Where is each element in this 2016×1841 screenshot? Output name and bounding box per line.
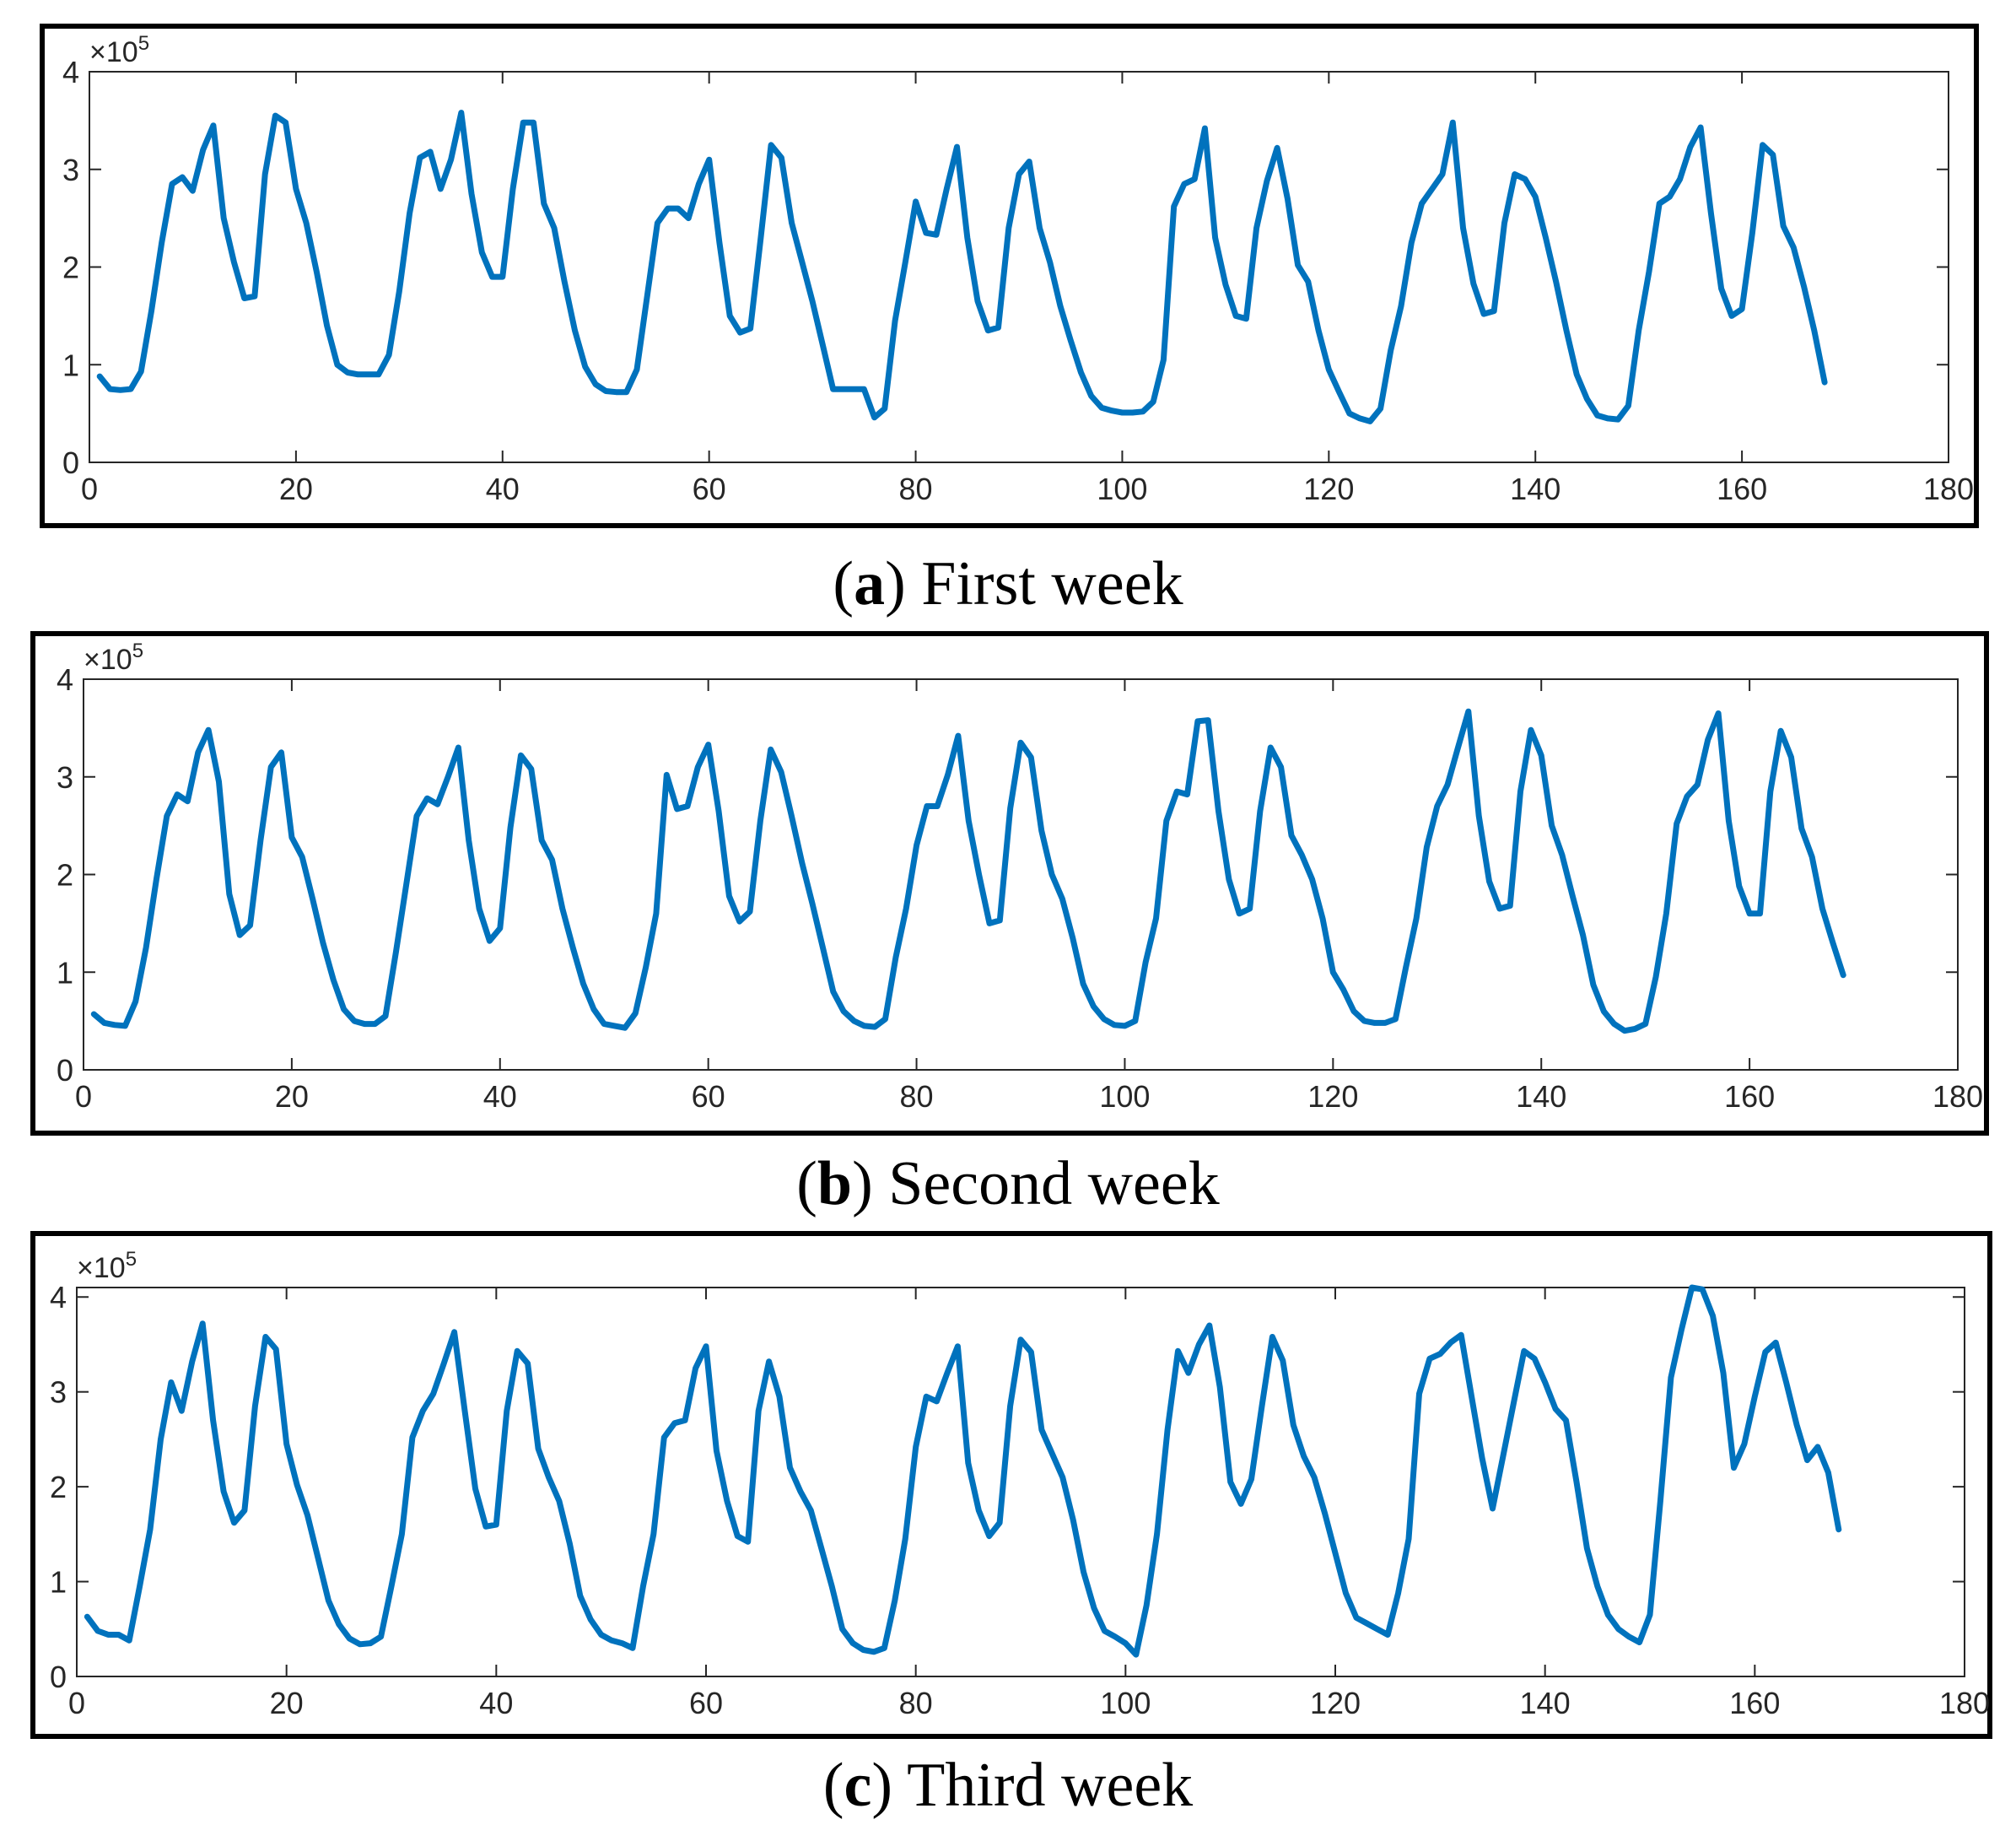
- y-tick-label: 4: [57, 662, 73, 697]
- x-tick-label: 140: [1520, 1686, 1571, 1720]
- y-tick-label: 2: [50, 1470, 67, 1504]
- plot-frame: [76, 1287, 1965, 1677]
- x-tick-label: 20: [270, 1686, 304, 1720]
- chart-panel-a: 0 20 40 60 80 100 120 140 160 180 0 1 2 3 4 ×105: [40, 24, 1979, 528]
- x-tick-label: 180: [1923, 472, 1974, 506]
- x-tick-label: 60: [692, 1079, 725, 1114]
- x-tick-label: 40: [479, 1686, 513, 1720]
- x-tick-label: 40: [483, 1079, 517, 1114]
- x-tick-label: 60: [693, 472, 726, 506]
- y-tick-label: 1: [57, 955, 73, 990]
- x-tick-label: 80: [899, 1686, 933, 1720]
- series-line-week1: [96, 110, 1828, 424]
- caption-b: (b) Second week: [796, 1149, 1220, 1218]
- x-tick-label: 140: [1516, 1079, 1566, 1114]
- x-tick-label: 180: [1932, 1079, 1983, 1114]
- y-tick-label: 3: [62, 153, 79, 187]
- y-tick-label: 0: [57, 1053, 73, 1088]
- x-tick-label: 100: [1100, 1686, 1151, 1720]
- caption-a: (a) First week: [833, 549, 1183, 618]
- chart-c: 0 20 40 60 80 100 120 140 160 180 0 1 2 3 4 ×105: [50, 1248, 1990, 1720]
- y-tick-label: 0: [50, 1660, 67, 1694]
- y-tick-label: 0: [62, 445, 79, 480]
- x-tick-label: 40: [486, 472, 520, 506]
- x-tick-label: 140: [1510, 472, 1561, 506]
- chart-b: 0 20 40 60 80 100 120 140 160 180 0 1 2 3 4 ×105: [57, 640, 1983, 1114]
- caption-a-letter: a: [854, 549, 886, 618]
- x-tick-label: 20: [279, 472, 313, 506]
- caption-c: (c) Third week: [822, 1751, 1194, 1820]
- x-tick-label: 120: [1307, 1079, 1358, 1114]
- x-tick-label: 60: [689, 1686, 723, 1720]
- y-tick-label: 3: [57, 760, 73, 795]
- x-tick-label: 180: [1939, 1686, 1990, 1720]
- y-tick-label: 3: [50, 1375, 67, 1410]
- y-axis-multiplier: ×105: [84, 640, 143, 676]
- caption-c-letter: c: [844, 1751, 872, 1820]
- x-tick-label: 120: [1310, 1686, 1361, 1720]
- x-tick-label: 160: [1724, 1079, 1775, 1114]
- x-tick-label: 120: [1303, 472, 1354, 506]
- chart-panel-c: 0 20 40 60 80 100 120 140 160 180 0 1 2 3 4 ×105: [30, 1231, 1992, 1739]
- caption-b-text: Second week: [888, 1149, 1220, 1218]
- y-tick-label: 1: [62, 348, 79, 382]
- x-tick-label: 20: [275, 1079, 309, 1114]
- chart-a: 0 20 40 60 80 100 120 140 160 180 0 1 2 3 4 ×105: [62, 32, 1974, 506]
- x-tick-label: 100: [1099, 1079, 1150, 1114]
- y-tick-label: 2: [57, 858, 73, 893]
- x-tick-label: 80: [900, 1079, 934, 1114]
- y-axis-multiplier: ×105: [89, 32, 149, 68]
- y-tick-label: 4: [62, 55, 79, 89]
- caption-c-text: Third week: [907, 1751, 1194, 1820]
- x-tick-label: 160: [1729, 1686, 1780, 1720]
- y-tick-label: 2: [62, 251, 79, 285]
- series-line-week3: [84, 1284, 1842, 1658]
- x-tick-label: 0: [81, 472, 98, 506]
- plot-frame: [83, 678, 1959, 1071]
- plot-frame: [89, 71, 1949, 463]
- y-tick-label: 4: [50, 1280, 67, 1315]
- x-tick-label: 160: [1717, 472, 1767, 506]
- x-tick-label: 100: [1097, 472, 1147, 506]
- caption-b-letter: b: [817, 1149, 853, 1218]
- series-line-week2: [90, 708, 1846, 1034]
- y-tick-label: 1: [50, 1565, 67, 1600]
- chart-panel-b: 0 20 40 60 80 100 120 140 160 180 0 1 2 3 4 ×105: [30, 631, 1989, 1136]
- y-axis-multiplier: ×105: [77, 1248, 137, 1284]
- x-tick-label: 0: [68, 1686, 85, 1720]
- x-tick-label: 0: [75, 1079, 92, 1114]
- x-tick-label: 80: [899, 472, 933, 506]
- caption-a-text: First week: [921, 549, 1183, 618]
